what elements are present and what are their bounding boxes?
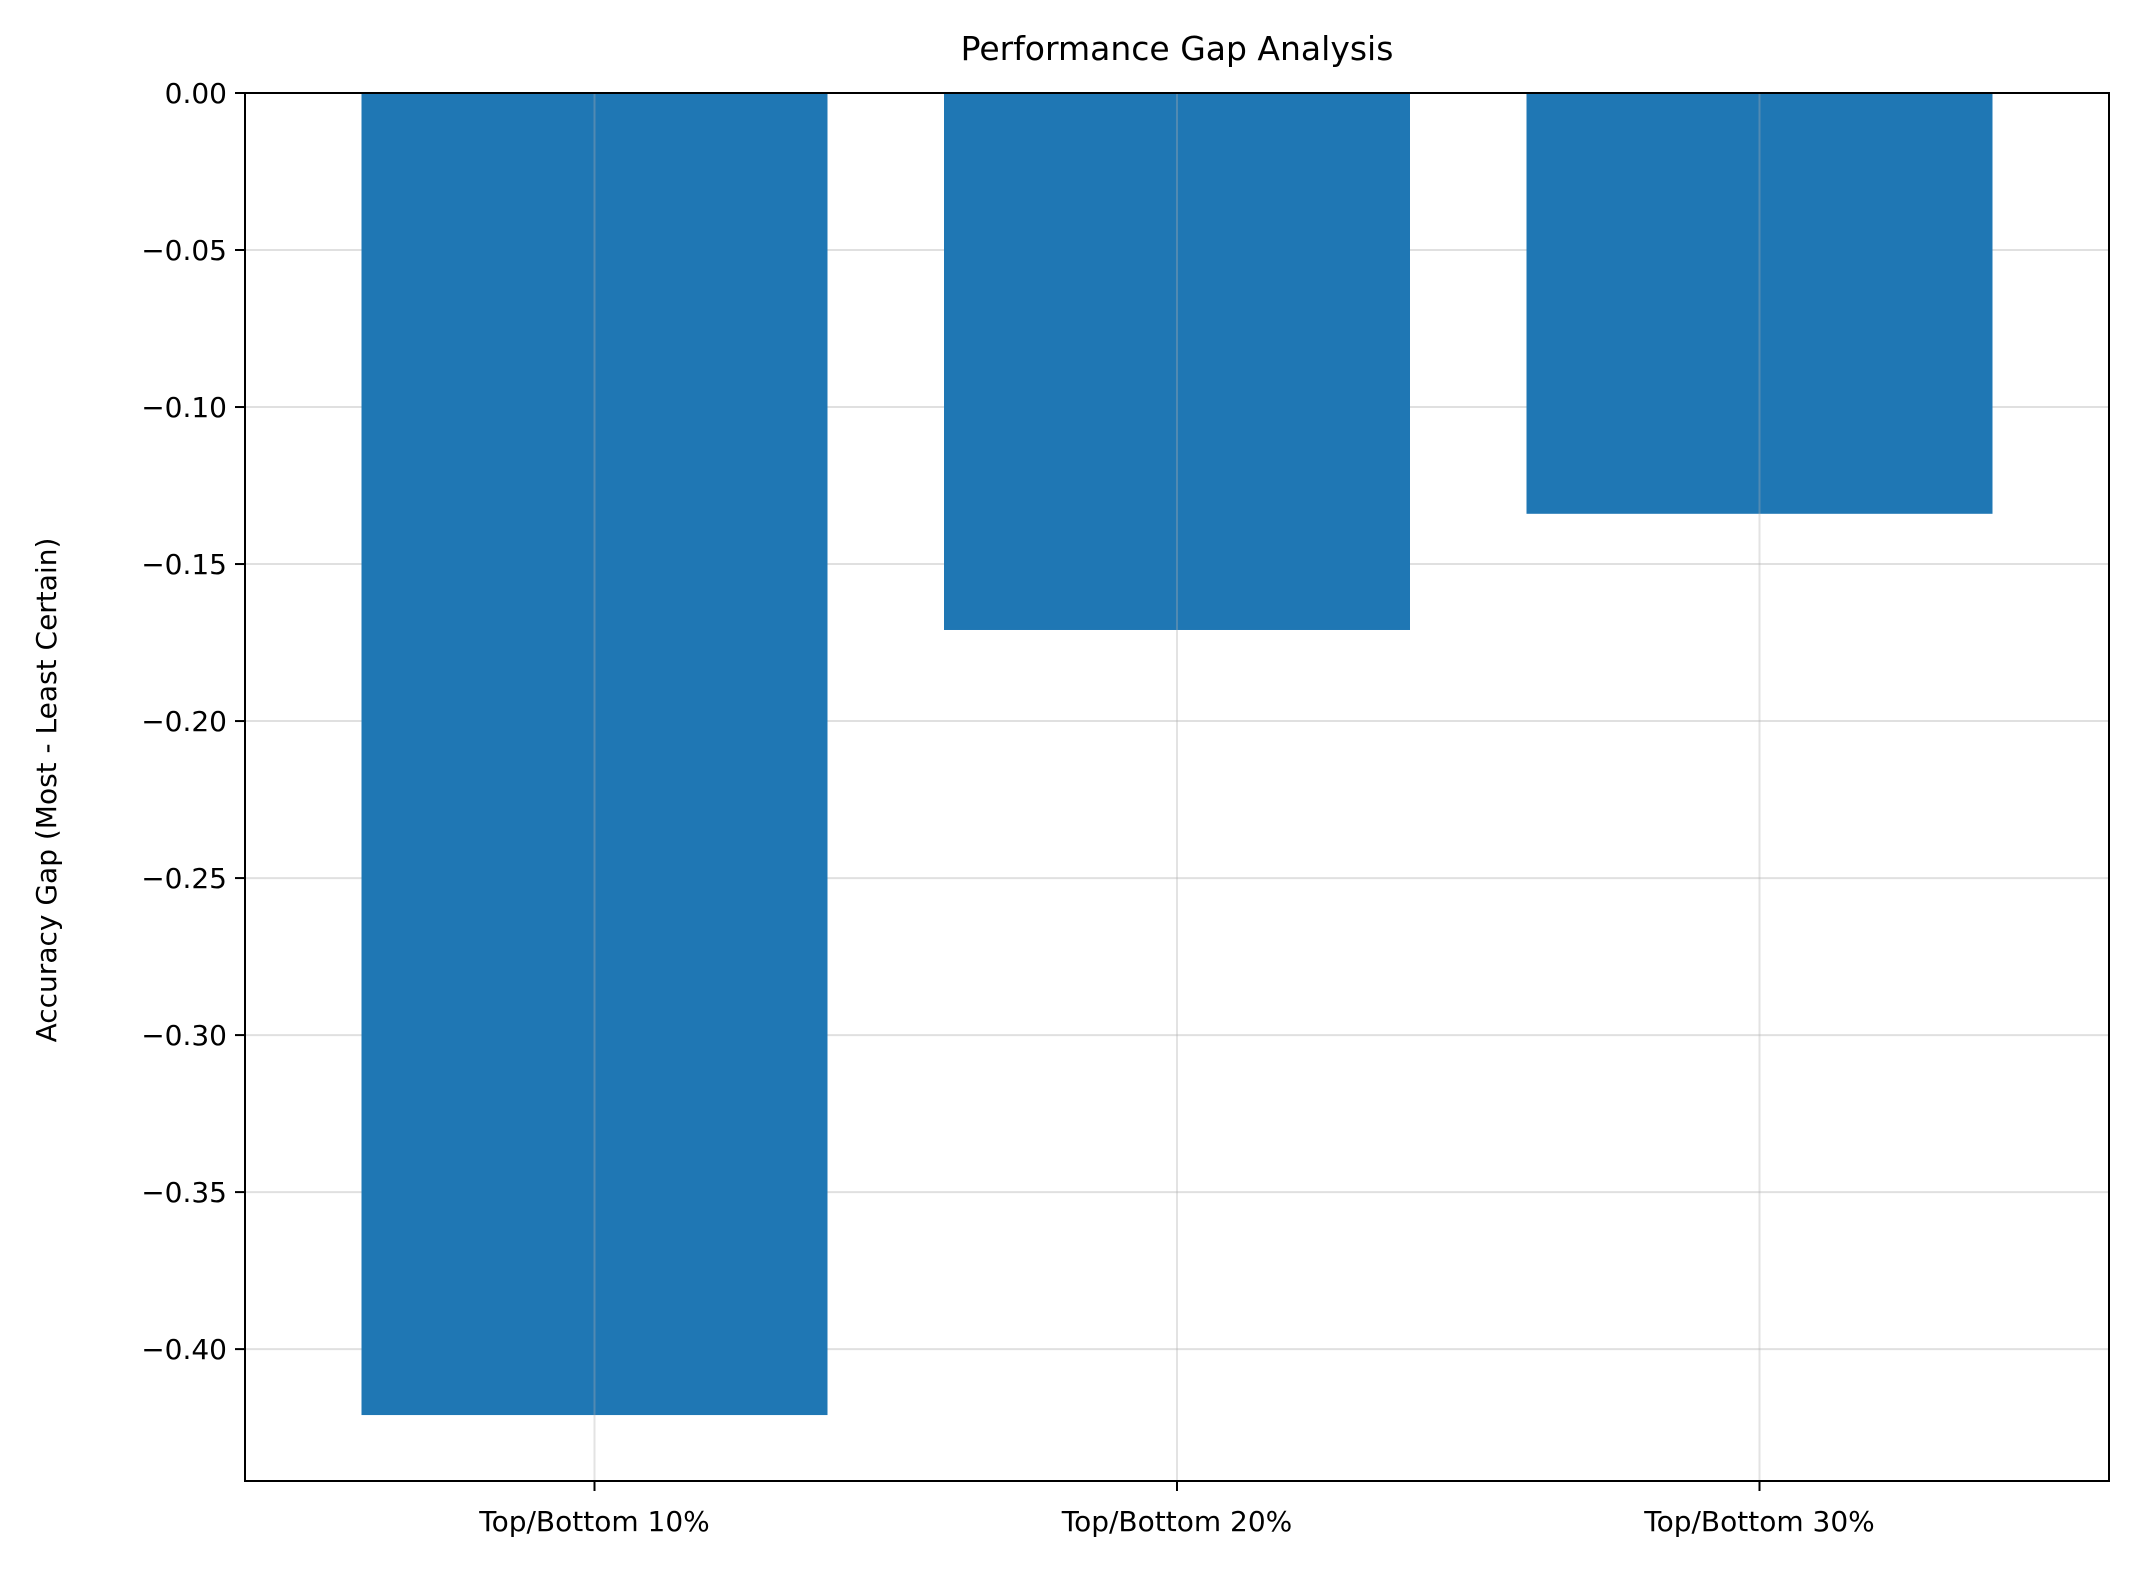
- y-tick-label: −0.25: [141, 862, 227, 895]
- bars: [361, 93, 1993, 1416]
- x-axis-ticks: Top/Bottom 10% Top/Bottom 20% Top/Bottom 3…: [478, 1481, 1875, 1538]
- bar: [1526, 93, 1993, 514]
- x-grid-overlay: [593, 93, 1761, 1481]
- x-tick-label: Top/Bottom 10%: [478, 1505, 710, 1538]
- y-tick-label: −0.35: [141, 1176, 227, 1209]
- y-axis-label: Accuracy Gap (Most - Least Certain): [30, 538, 63, 1043]
- y-tick-label: −0.10: [141, 391, 227, 424]
- y-tick-label: −0.15: [141, 548, 227, 581]
- y-tick-label: −0.30: [141, 1019, 227, 1052]
- plot-frame: [244, 92, 2110, 1482]
- bar: [944, 93, 1410, 630]
- x-tick-label: Top/Bottom 30%: [1643, 1505, 1875, 1538]
- y-tick-label: −0.40: [141, 1333, 227, 1366]
- y-axis-ticks: 0.00 −0.05 −0.10 −0.15 −0.20 −0.25 −0.30 −0.35 −…: [141, 77, 245, 1366]
- y-tick-label: 0.00: [165, 77, 227, 110]
- chart-title: Performance Gap Analysis: [961, 29, 1394, 68]
- x-tick-label: Top/Bottom 20%: [1061, 1505, 1293, 1538]
- y-tick-label: −0.05: [141, 234, 227, 267]
- bar: [361, 93, 828, 1416]
- y-tick-label: −0.20: [141, 705, 227, 738]
